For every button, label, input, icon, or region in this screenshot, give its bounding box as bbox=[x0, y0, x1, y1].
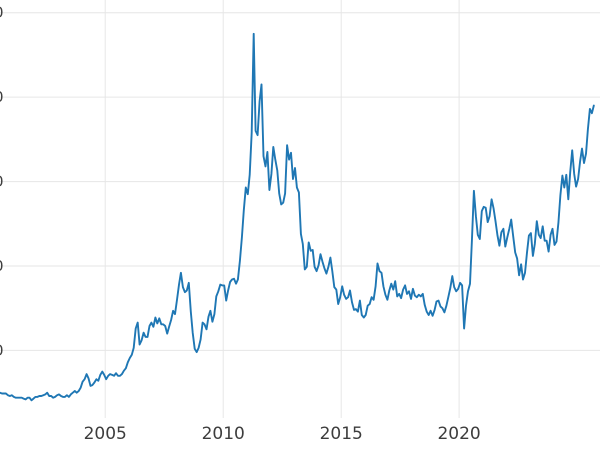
price-line bbox=[0, 32, 595, 402]
x-tick-label: 2015 bbox=[320, 424, 363, 444]
y-tick-label-clipped: 40 bbox=[0, 88, 4, 106]
y-tick-label-clipped: 10 bbox=[0, 341, 4, 359]
y-tick-label-clipped: 50 bbox=[0, 4, 4, 22]
y-tick-label-clipped: 30 bbox=[0, 173, 4, 191]
x-tick-label: 2010 bbox=[202, 424, 245, 444]
x-tick-label: 2020 bbox=[437, 424, 480, 444]
y-tick-label-clipped: 20 bbox=[0, 257, 4, 275]
x-tick-label: 2005 bbox=[84, 424, 127, 444]
